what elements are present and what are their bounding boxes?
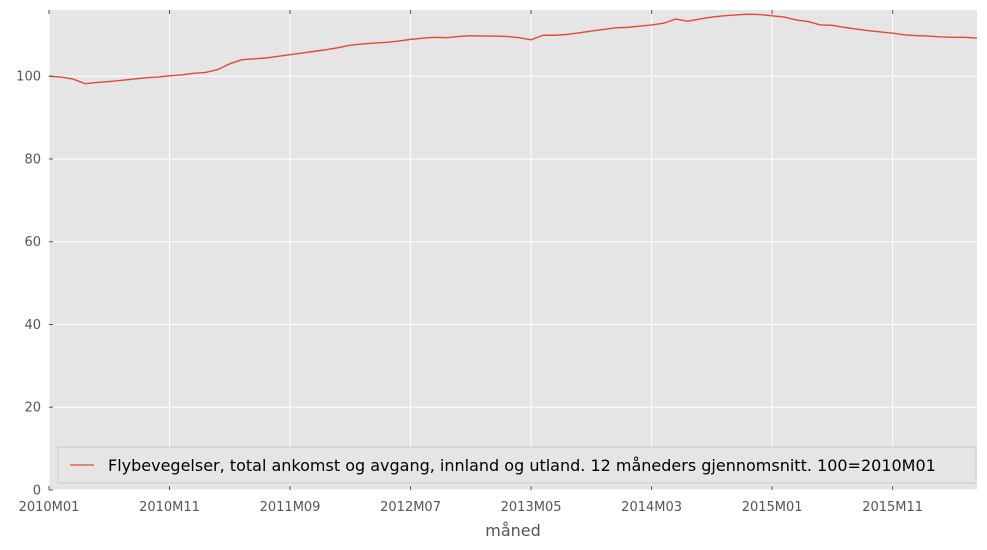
legend-label: Flybevegelser, total ankomst og avgang, … [108,456,936,475]
x-axis-title: måned [485,521,541,540]
x-tick-label: 2010M11 [139,500,200,515]
x-tick-label: 2015M01 [742,500,803,515]
y-tick-label: 60 [24,235,41,250]
y-tick-label: 80 [24,152,41,167]
series-layer [48,13,978,85]
y-tick-label: 100 [16,70,41,85]
x-tick-label: 2013M05 [501,500,562,515]
x-tick-label: 2015M11 [862,500,923,515]
series-line [48,13,978,85]
legend-box [57,446,977,484]
y-tick-label: 40 [24,318,41,333]
y-axis: 0 20 40 60 80 100 [16,70,53,499]
x-axis: 2010M01 2010M11 2011M09 2012M07 2013M05 2014M… [19,10,923,515]
x-tick-label: 2014M03 [621,500,682,515]
x-tick-label: 2012M07 [380,500,441,515]
x-tick-label: 2011M09 [260,500,321,515]
grid-lines [48,10,977,491]
y-tick-label: 20 [24,401,41,416]
legend: Flybevegelser, total ankomst og avgang, … [57,446,977,484]
x-tick-label: 2010M01 [19,500,80,515]
plot-area [49,10,977,490]
y-tick-label: 0 [33,484,41,499]
